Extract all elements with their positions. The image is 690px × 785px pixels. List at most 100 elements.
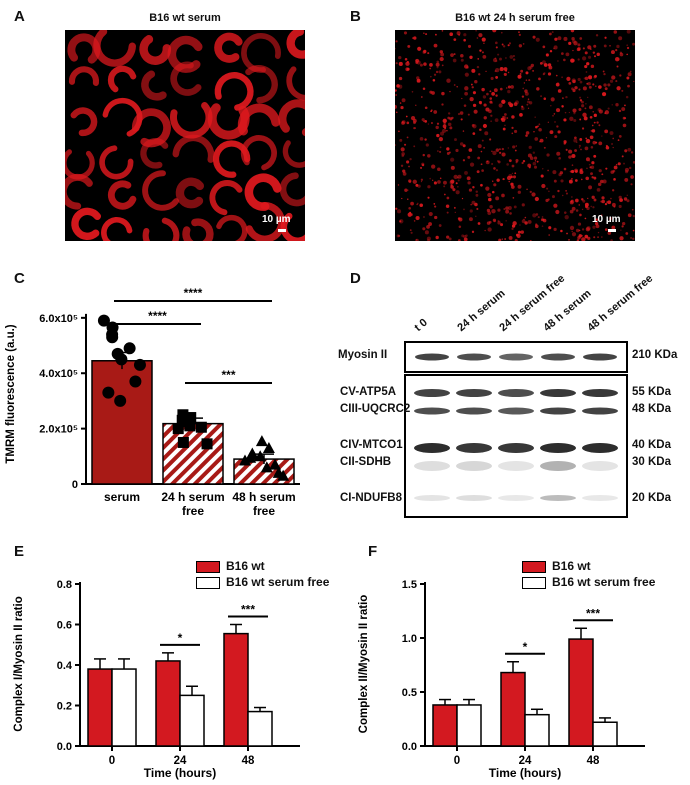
micrograph-b-title: B16 wt 24 h serum free xyxy=(455,12,575,24)
mitochondria-speck xyxy=(630,183,633,186)
mitochondria-speck xyxy=(505,69,508,72)
y-tick-label: 0.0 xyxy=(57,741,72,753)
bar xyxy=(179,694,205,747)
significance-label: *** xyxy=(586,606,600,620)
mitochondria-speck xyxy=(482,54,487,59)
mitochondria-speck xyxy=(568,155,572,159)
mitochondria-speck xyxy=(480,150,483,153)
mitochondria-speck xyxy=(632,161,635,164)
mitochondria-speck xyxy=(507,85,511,89)
mitochondria-speck xyxy=(417,46,422,51)
y-axis-label-c: TMRM fluorescence (a.u.) xyxy=(5,324,17,463)
mitochondria-speck xyxy=(504,238,507,240)
mitochondria-speck xyxy=(396,84,400,88)
cell-mitochondria-arc xyxy=(142,170,180,211)
mitochondria-speck xyxy=(441,30,444,32)
mitochondria-speck xyxy=(560,179,564,183)
mitochondria-speck xyxy=(585,138,591,144)
mitochondria-speck xyxy=(574,179,578,182)
micrograph-a-title: B16 wt serum xyxy=(149,12,221,24)
mitochondria-speck xyxy=(512,145,516,149)
y-tick-label: 0.4 xyxy=(57,660,73,672)
mitochondria-speck xyxy=(407,198,409,200)
mitochondria-speck xyxy=(446,196,450,200)
panel-label-b: B xyxy=(350,8,361,25)
mitochondria-speck xyxy=(435,70,439,74)
mitochondria-speck xyxy=(511,164,515,168)
cell-mitochondria-arc xyxy=(244,173,282,211)
mitochondria-speck xyxy=(467,44,472,48)
mitochondria-speck xyxy=(419,203,424,207)
mitochondria-speck xyxy=(479,49,482,52)
mitochondria-speck xyxy=(495,59,498,63)
mitochondria-speck xyxy=(468,188,473,192)
mitochondria-speck xyxy=(481,37,486,42)
mitochondria-speck xyxy=(579,118,582,121)
mitochondria-speck xyxy=(585,176,590,181)
mitochondria-speck xyxy=(627,72,632,77)
mitochondria-speck xyxy=(456,31,461,36)
data-point-c xyxy=(239,454,252,466)
blot-band-myosin xyxy=(583,353,617,361)
mitochondria-speck xyxy=(424,106,428,110)
mitochondria-speck xyxy=(571,232,577,237)
mitochondria-speck xyxy=(484,131,489,136)
mitochondria-speck xyxy=(489,204,493,209)
mitochondria-speck xyxy=(521,161,524,165)
mitochondria-speck xyxy=(590,205,593,208)
mitochondria-speck xyxy=(499,148,501,151)
mitochondria-speck xyxy=(492,30,497,33)
mitochondria-speck xyxy=(611,75,616,80)
mitochondria-speck xyxy=(477,144,482,149)
mitochondria-speck xyxy=(512,175,517,179)
mitochondria-speck xyxy=(575,209,579,212)
significance-label-c: **** xyxy=(184,286,203,300)
mitochondria-speck xyxy=(395,94,398,96)
chart-e: 0.0 0.2 0.4 0.6 0.8 Complex I/Myosin II ratio… xyxy=(13,579,300,780)
mitochondria-speck xyxy=(570,169,575,174)
mitochondria-speck xyxy=(611,104,613,106)
mitochondria-speck xyxy=(581,104,585,108)
mitochondria-speck xyxy=(442,118,447,123)
mitochondria-speck xyxy=(626,46,630,50)
mitochondria-speck xyxy=(495,76,499,79)
mitochondria-speck xyxy=(520,230,525,234)
mitochondria-speck xyxy=(463,33,467,37)
mitochondria-speck xyxy=(562,97,564,100)
mitochondria-speck xyxy=(534,160,537,162)
mitochondria-speck xyxy=(585,137,588,140)
mitochondria-speck xyxy=(461,197,464,200)
mitochondria-speck xyxy=(575,228,580,233)
legend-label-e-wt: B16 wt xyxy=(226,559,265,573)
mitochondria-speck xyxy=(587,236,591,240)
mitochondria-speck xyxy=(481,51,484,54)
mitochondria-speck xyxy=(497,160,499,162)
mitochondria-speck xyxy=(462,144,466,148)
mitochondria-speck xyxy=(547,169,549,172)
mitochondria-speck xyxy=(509,55,514,59)
mitochondria-speck xyxy=(519,224,521,226)
mitochondria-speck xyxy=(597,231,600,234)
mitochondria-speck xyxy=(538,77,541,81)
mitochondria-speck xyxy=(612,137,615,140)
x-tick-label-c: 48 h serum xyxy=(232,490,295,504)
mitochondria-speck xyxy=(539,61,543,65)
mitochondria-speck xyxy=(453,53,456,56)
mitochondria-speck xyxy=(497,208,501,212)
mitochondria-speck xyxy=(395,89,397,92)
mitochondria-speck xyxy=(541,60,547,65)
mitochondria-speck xyxy=(464,64,469,69)
mitochondria-speck xyxy=(547,121,549,123)
mitochondria-speck xyxy=(549,50,553,53)
mitochondria-speck xyxy=(573,119,577,123)
mitochondria-speck xyxy=(519,113,523,117)
mitochondria-speck xyxy=(626,53,628,56)
mitochondria-speck xyxy=(565,189,567,192)
mitochondria-speck xyxy=(632,214,635,218)
mitochondria-speck xyxy=(527,66,532,71)
mitochondria-speck xyxy=(584,234,589,239)
mitochondria-speck xyxy=(598,124,601,127)
mitochondria-speck xyxy=(535,37,540,42)
mitochondria-speck xyxy=(557,36,562,41)
mitochondria-speck xyxy=(472,103,477,108)
